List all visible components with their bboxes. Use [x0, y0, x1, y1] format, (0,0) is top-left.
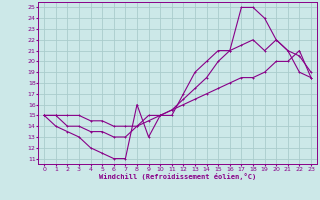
X-axis label: Windchill (Refroidissement éolien,°C): Windchill (Refroidissement éolien,°C)	[99, 173, 256, 180]
